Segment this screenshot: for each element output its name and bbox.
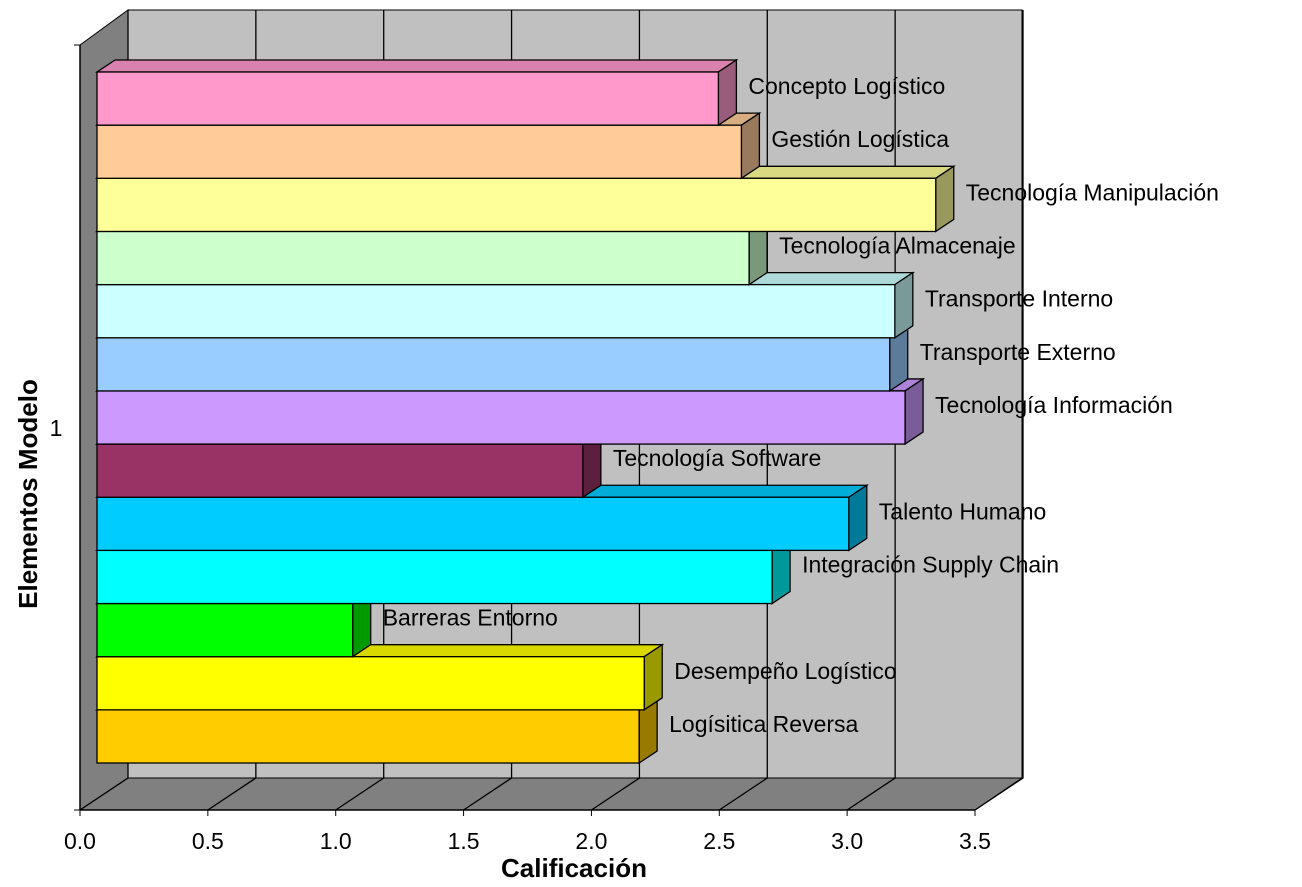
bar-side (740, 111, 761, 180)
bar-label: Gestión Logística (771, 126, 949, 152)
x-tick-label: 0.0 (64, 828, 96, 854)
bar-label: Barreras Entorno (383, 605, 558, 631)
bar-top (94, 59, 739, 73)
bars (94, 58, 956, 765)
bar-label: Talento Humano (879, 498, 1047, 524)
x-axis-title: Calificación (501, 853, 647, 883)
bar (96, 337, 891, 392)
bar-label: Tecnología Almacenaje (779, 233, 1016, 259)
bar (96, 177, 937, 233)
bar-label: Integración Supply Chain (802, 551, 1059, 577)
bar (96, 602, 354, 658)
bar (96, 656, 645, 711)
bar-side (643, 643, 663, 712)
bar-label: Tecnología Manipulación (966, 179, 1219, 205)
bar (96, 230, 750, 286)
x-tick-label: 3.0 (831, 828, 863, 854)
x-tick-label: 2.5 (703, 828, 735, 854)
labels: Logísitica Reversa Desempeño Logístico Bar… (383, 73, 1219, 737)
grid-line (846, 10, 896, 811)
bar-side (848, 484, 868, 552)
bar-label: Tecnología Información (935, 392, 1173, 418)
x-tick-label: 1.0 (320, 828, 352, 854)
x-tick-label: 3.5 (959, 828, 991, 854)
bar-label: Transporte Externo (920, 339, 1116, 365)
bar (96, 709, 640, 764)
bar (96, 549, 773, 605)
bar-side (935, 165, 955, 233)
bar (96, 283, 896, 339)
floor (78, 777, 1024, 811)
bar (96, 496, 850, 552)
bar (96, 443, 584, 498)
bar (96, 390, 906, 445)
y-axis-title: Elementos Modelo (13, 379, 43, 609)
bar-side (894, 271, 914, 339)
y-category-label: 1 (50, 415, 63, 441)
bar (96, 124, 743, 179)
bar (96, 71, 720, 126)
x-tick-label: 0.5 (192, 828, 224, 854)
bar-label: Tecnología Software (613, 445, 821, 471)
bar-side (904, 377, 924, 446)
x-tick-label: 1.5 (448, 828, 480, 854)
bar-label: Transporte Interno (925, 286, 1113, 312)
bar-label: Concepto Logístico (748, 73, 945, 99)
bar-label: Desempeño Logístico (674, 658, 896, 684)
grid-line (974, 10, 1024, 811)
x-tick-label: 2.0 (575, 828, 607, 854)
bar-side (717, 58, 738, 127)
bar-label: Logísitica Reversa (669, 711, 858, 737)
